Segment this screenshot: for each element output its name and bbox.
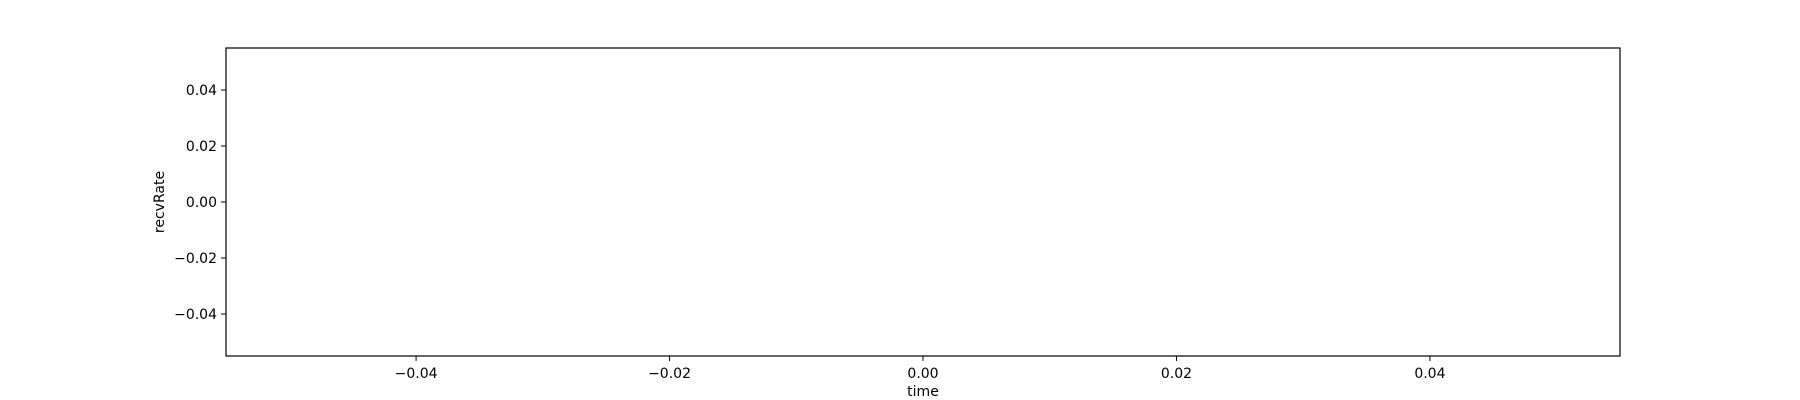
x-axis-label: time — [907, 384, 939, 400]
y-tick-label: −0.02 — [174, 251, 217, 267]
y-tick-label: 0.02 — [186, 139, 217, 155]
y-tick-label: 0.00 — [186, 195, 217, 211]
y-tick-label: −0.04 — [174, 307, 217, 323]
x-tick-label: 0.00 — [907, 366, 938, 382]
y-axis-ticks: 0.04 0.02 0.00 −0.02 −0.04 — [174, 83, 226, 323]
x-tick-label: 0.04 — [1414, 366, 1445, 382]
x-axis-ticks: −0.04 −0.02 0.00 0.02 0.04 — [395, 356, 1446, 382]
y-axis-label: recvRate — [152, 171, 168, 233]
plot-area — [225, 47, 1621, 357]
y-tick-label: 0.04 — [186, 83, 217, 99]
x-tick-label: 0.02 — [1161, 366, 1192, 382]
x-tick-label: −0.02 — [648, 366, 691, 382]
x-tick-label: −0.04 — [395, 366, 438, 382]
